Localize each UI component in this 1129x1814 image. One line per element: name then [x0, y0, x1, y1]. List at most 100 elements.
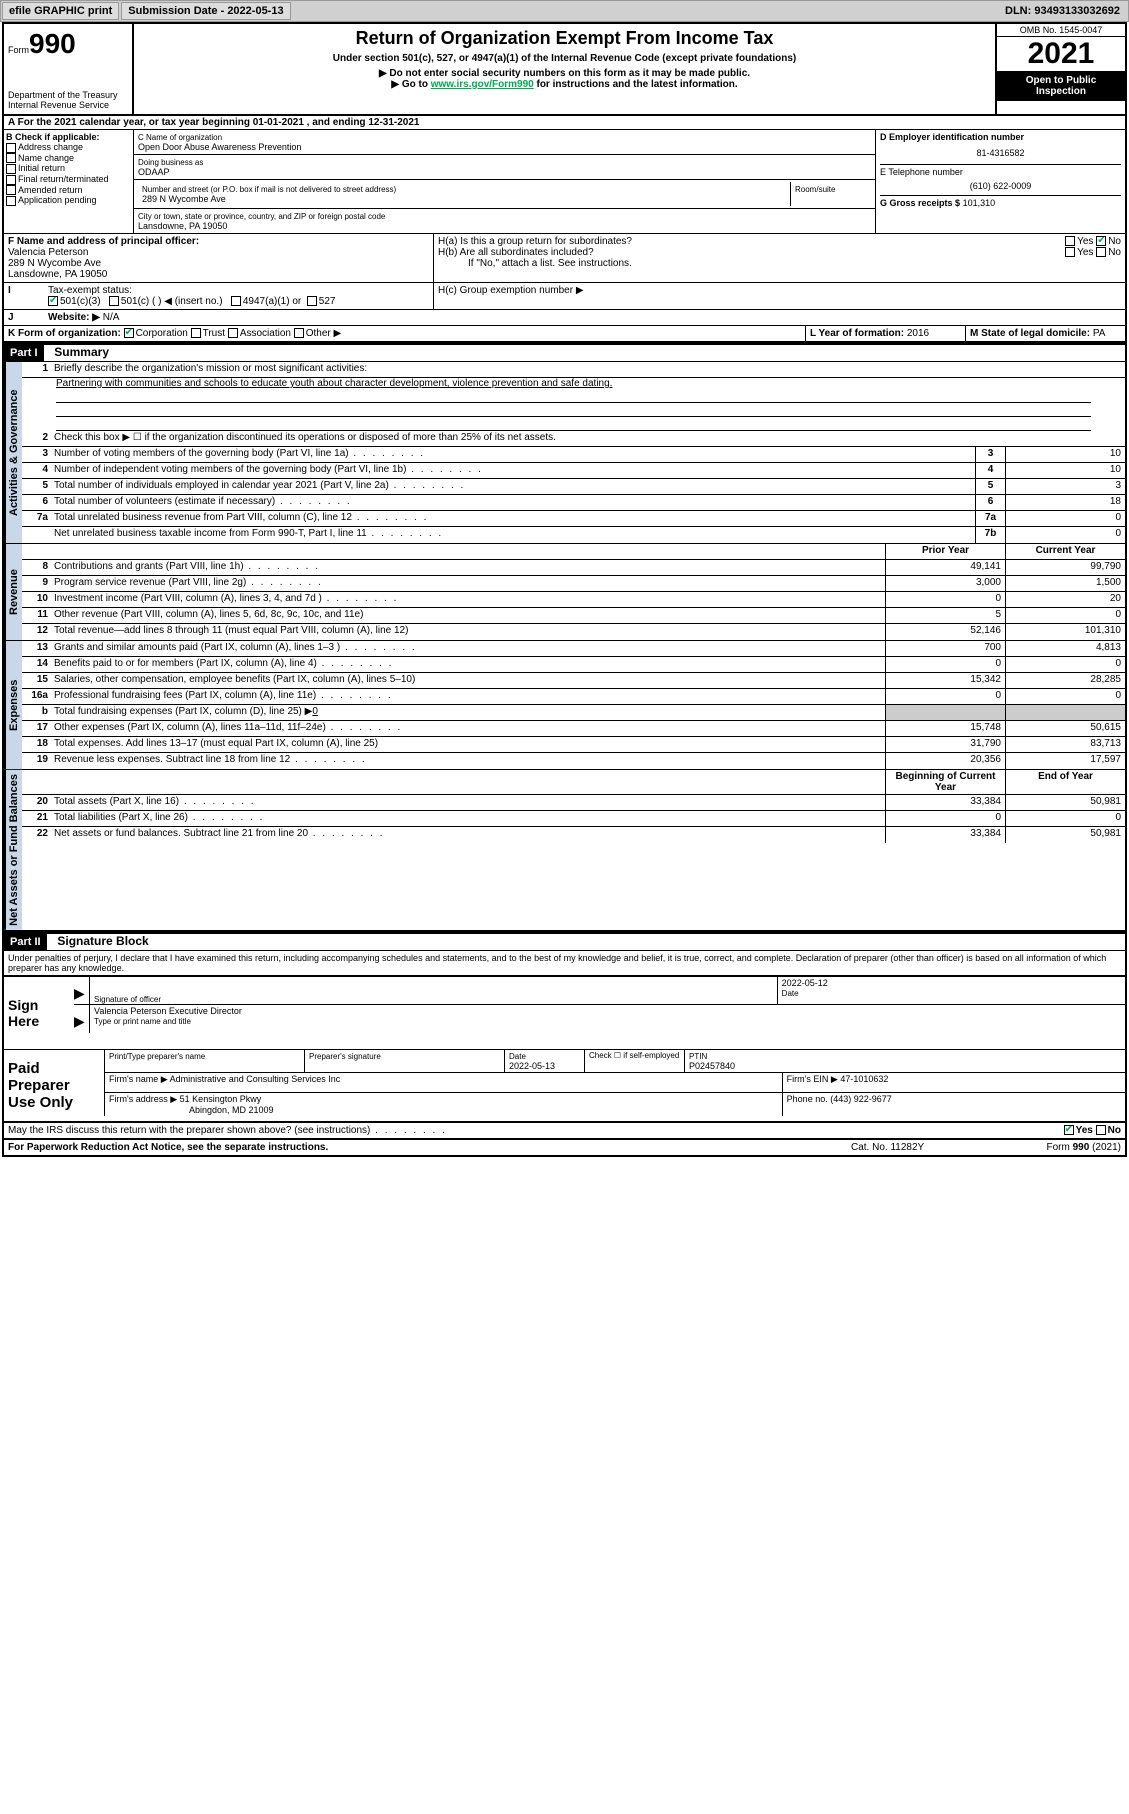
preparer-name-label: Print/Type preparer's name [109, 1052, 205, 1061]
line12: Total revenue—add lines 8 through 11 (mu… [52, 624, 885, 640]
phone-label: E Telephone number [880, 164, 1121, 177]
tax-year: 2021 [997, 37, 1125, 71]
col-end: End of Year [1005, 770, 1125, 794]
side-expenses: Expenses [4, 641, 22, 769]
sign-here-label: Sign Here [4, 977, 74, 1049]
officer-addr2: Lansdowne, PA 19050 [8, 269, 107, 280]
section-b: B Check if applicable: Address change Na… [4, 130, 134, 233]
line10: Investment income (Part VIII, column (A)… [52, 592, 885, 607]
line17: Other expenses (Part IX, column (A), lin… [52, 721, 885, 736]
line7a: Total unrelated business revenue from Pa… [52, 511, 975, 526]
firm-addr1: 51 Kensington Pkwy [180, 1094, 262, 1104]
form-of-org: K Form of organization: Corporation Trus… [4, 326, 805, 341]
hc-label: H(c) Group exemption number ▶ [434, 283, 1125, 309]
part2-title: Signature Block [49, 934, 148, 948]
line4: Number of independent voting members of … [52, 463, 975, 478]
dba-label: Doing business as [138, 158, 203, 167]
pra-notice: For Paperwork Reduction Act Notice, see … [8, 1142, 851, 1153]
line22: Net assets or fund balances. Subtract li… [52, 827, 885, 843]
name-label: C Name of organization [138, 133, 222, 142]
tax-exempt-status: Tax-exempt status: 501(c)(3) 501(c) ( ) … [44, 283, 434, 309]
form-990: Form990 Department of the Treasury Inter… [2, 22, 1127, 1157]
org-name: Open Door Abuse Awareness Prevention [138, 142, 301, 152]
form-prefix: Form [8, 45, 29, 55]
note-ssn: ▶ Do not enter social security numbers o… [138, 68, 991, 79]
hb-note: If "No," attach a list. See instructions… [438, 258, 1121, 269]
line6: Total number of volunteers (estimate if … [52, 495, 975, 510]
self-employed-check: Check ☐ if self-employed [584, 1050, 684, 1072]
col-current: Current Year [1005, 544, 1125, 559]
discuss-question: May the IRS discuss this return with the… [8, 1125, 1064, 1136]
firm-ein: 47-1010632 [840, 1074, 888, 1084]
ein-value: 81-4316582 [880, 142, 1121, 164]
side-governance: Activities & Governance [4, 362, 22, 543]
phone-value: (610) 622-0009 [880, 177, 1121, 195]
line20: Total assets (Part X, line 16) [52, 795, 885, 810]
officer-label: F Name and address of principal officer: [8, 236, 199, 247]
arrow-icon: ▶ [74, 977, 89, 1004]
form-header: Form990 Department of the Treasury Inter… [4, 24, 1125, 116]
line7b: Net unrelated business taxable income fr… [52, 527, 975, 543]
street-label: Number and street (or P.O. box if mail i… [142, 185, 396, 194]
state-domicile: M State of legal domicile: PA [965, 326, 1125, 341]
firm-addr2: Abingdon, MD 21009 [109, 1105, 274, 1115]
dln: DLN: 93493133032692 [997, 3, 1128, 19]
perjury-declaration: Under penalties of perjury, I declare th… [4, 951, 1125, 975]
dept-label: Department of the Treasury Internal Reve… [8, 90, 128, 110]
efile-button[interactable]: efile GRAPHIC print [2, 2, 119, 20]
mission-text: Partnering with communities and schools … [56, 378, 1091, 389]
line9: Program service revenue (Part VIII, line… [52, 576, 885, 591]
line16b: Total fundraising expenses (Part IX, col… [52, 705, 885, 720]
line11: Other revenue (Part VIII, column (A), li… [52, 608, 885, 623]
officer-printed-name: Valencia Peterson Executive Director [94, 1006, 242, 1016]
dba: ODAAP [138, 167, 170, 177]
form-number: 990 [29, 28, 76, 59]
line15: Salaries, other compensation, employee b… [52, 673, 885, 688]
website: Website: ▶ N/A [44, 310, 123, 325]
city-label: City or town, state or province, country… [138, 212, 385, 221]
form-title: Return of Organization Exempt From Incom… [138, 28, 991, 49]
officer-sig-label: Signature of officer [94, 995, 161, 1004]
sig-date: 2022-05-12 [782, 978, 828, 988]
preparer-sig-label: Preparer's signature [309, 1052, 381, 1061]
street: 289 N Wycombe Ave [142, 194, 226, 204]
firm-name: Administrative and Consulting Services I… [170, 1074, 341, 1084]
paid-preparer-label: Paid Preparer Use Only [4, 1050, 104, 1121]
line5: Total number of individuals employed in … [52, 479, 975, 494]
top-bar: efile GRAPHIC print Submission Date - 20… [0, 0, 1129, 22]
line3: Number of voting members of the governin… [52, 447, 975, 462]
line13: Grants and similar amounts paid (Part IX… [52, 641, 885, 656]
officer-addr1: 289 N Wycombe Ave [8, 258, 101, 269]
form-subtitle: Under section 501(c), 527, or 4947(a)(1)… [142, 53, 987, 64]
year-formation: L Year of formation: 2016 [805, 326, 965, 341]
preparer-date: 2022-05-13 [509, 1061, 555, 1071]
form-footer: Form 990 (2021) [1001, 1142, 1121, 1153]
side-netassets: Net Assets or Fund Balances [4, 770, 22, 930]
ha-label: H(a) Is this a group return for subordin… [438, 236, 1121, 247]
part1-header: Part I [4, 345, 44, 361]
arrow-icon: ▶ [74, 1005, 89, 1033]
line16a: Professional fundraising fees (Part IX, … [52, 689, 885, 704]
irs-link[interactable]: www.irs.gov/Form990 [431, 79, 534, 90]
line8: Contributions and grants (Part VIII, lin… [52, 560, 885, 575]
note-goto: ▶ Go to www.irs.gov/Form990 for instruct… [138, 79, 991, 90]
line14: Benefits paid to or for members (Part IX… [52, 657, 885, 672]
side-revenue: Revenue [4, 544, 22, 640]
line18: Total expenses. Add lines 13–17 (must eq… [52, 737, 885, 752]
part2-header: Part II [4, 934, 47, 950]
line19: Revenue less expenses. Subtract line 18 … [52, 753, 885, 769]
ptin: P02457840 [689, 1061, 735, 1071]
gross-receipts: G Gross receipts $ 101,310 [880, 195, 1121, 208]
col-begin: Beginning of Current Year [885, 770, 1005, 794]
open-inspection: Open to Public Inspection [997, 71, 1125, 101]
omb-number: OMB No. 1545-0047 [997, 24, 1125, 37]
submission-date: Submission Date - 2022-05-13 [121, 2, 290, 20]
officer-name: Valencia Peterson [8, 247, 88, 258]
hb-label: H(b) Are all subordinates included? Yes … [438, 247, 1121, 258]
line21: Total liabilities (Part X, line 26) [52, 811, 885, 826]
col-prior: Prior Year [885, 544, 1005, 559]
ein-label: D Employer identification number [880, 132, 1121, 142]
firm-phone: (443) 922-9677 [830, 1094, 892, 1104]
row-a-period: A For the 2021 calendar year, or tax yea… [4, 116, 1125, 130]
line2: Check this box ▶ ☐ if the organization d… [52, 431, 1125, 446]
